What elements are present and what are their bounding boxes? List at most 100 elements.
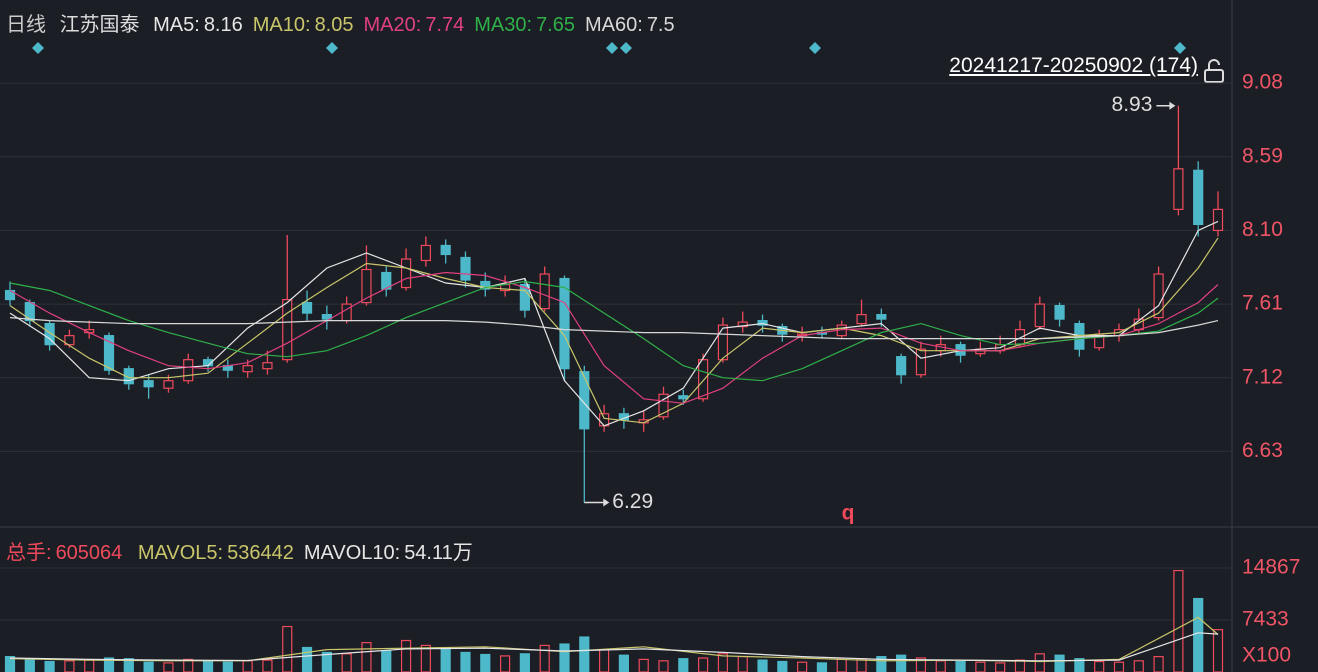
y-tick-label: 7.12	[1242, 365, 1283, 388]
volume-bar	[242, 660, 253, 672]
legend-value: 8.16	[203, 14, 243, 36]
volume-bar	[480, 653, 491, 672]
volume-bar	[995, 662, 1006, 672]
legend-name: MA10:	[252, 14, 311, 36]
legend-name: MA20:	[363, 14, 422, 36]
candle-body	[103, 335, 115, 371]
volume-bar	[1014, 659, 1026, 672]
candle-body	[123, 368, 134, 385]
volume-bar	[816, 662, 828, 672]
candle-body	[757, 320, 768, 326]
price-header: 日线 江苏国泰 MA5: 8.16 MA10: 8.05 MA20: 7.74 MA30: 7…	[6, 8, 685, 37]
volume-bar	[282, 625, 293, 672]
ma-line	[9, 632, 1219, 662]
volume-bar	[44, 660, 55, 672]
candle-body	[658, 393, 669, 418]
candle-body	[1034, 303, 1045, 328]
candle-body	[1212, 208, 1224, 232]
candle-body	[698, 359, 709, 400]
candle-body	[242, 365, 253, 373]
legend-value: 54.11万	[404, 542, 473, 564]
candle-body	[579, 371, 590, 430]
ma-line	[9, 237, 1219, 424]
candle-body	[321, 313, 332, 320]
volume-bar	[519, 653, 530, 672]
volume-bar	[1153, 656, 1164, 672]
y-tick-label: 9.08	[1242, 71, 1283, 94]
ma-line	[9, 220, 1219, 427]
volume-bar	[1034, 653, 1045, 672]
candle-body	[480, 280, 491, 290]
volume-bar	[143, 661, 154, 672]
volume-bar	[361, 642, 372, 672]
candle-body	[1054, 304, 1065, 320]
volume-bar	[757, 659, 768, 672]
volume-bar	[797, 661, 808, 672]
volume-bar	[896, 654, 907, 672]
volume-bar	[777, 660, 788, 672]
volume-bar	[400, 639, 412, 672]
candle-body	[678, 395, 689, 400]
high-label: 8.93	[1112, 93, 1153, 116]
legend-value: 7.74	[425, 14, 465, 36]
low-arrowhead	[603, 498, 610, 507]
volume-bar	[440, 649, 451, 672]
volume-bar	[1054, 654, 1065, 672]
candle-body	[262, 362, 273, 370]
volume-bar	[698, 657, 709, 672]
volume-value: 605064	[55, 542, 123, 564]
candle-body	[717, 324, 729, 361]
volume-bar	[1094, 660, 1105, 672]
volume-bar	[955, 660, 966, 672]
volume-bar	[559, 643, 570, 672]
candle-body	[282, 298, 293, 361]
y-tick-label: 7433	[1242, 608, 1289, 631]
high-arrowhead	[1169, 101, 1176, 110]
candle-body	[460, 256, 471, 281]
legend-value: 8.05	[314, 14, 354, 36]
candle-body	[143, 380, 154, 388]
volume-bar	[1212, 629, 1224, 672]
candle-body	[519, 283, 530, 311]
volume-bar	[381, 650, 392, 672]
candle-body	[1193, 169, 1204, 226]
volume-bar	[1173, 569, 1184, 672]
y-tick-label: 14867	[1242, 556, 1300, 579]
candle-body	[559, 277, 570, 370]
legend-name: MA60:	[585, 14, 643, 36]
volume-bar	[935, 660, 946, 672]
candle-body	[420, 244, 431, 262]
volume-bar	[341, 653, 352, 672]
volume-bar	[579, 636, 590, 672]
volume-bar	[202, 660, 214, 672]
volume-bar	[499, 655, 511, 672]
lock-icon[interactable]	[1204, 59, 1224, 83]
volume-bar	[539, 644, 550, 672]
volume-bar	[1133, 660, 1144, 672]
volume-bar	[163, 662, 174, 672]
volume-bar	[420, 644, 431, 672]
volume-bar	[1113, 661, 1125, 672]
candle-body	[915, 348, 927, 376]
candle-body	[856, 313, 867, 325]
candle-body	[341, 303, 352, 322]
candle-body	[44, 323, 55, 346]
legend-name: MAVOL5:	[137, 542, 224, 564]
candle-body	[440, 244, 451, 256]
range-label[interactable]: 20241217-20250902 (174)	[949, 54, 1198, 77]
candle-body	[1173, 168, 1184, 210]
volume-bar	[836, 658, 847, 672]
legend-name: MAVOL10:	[303, 542, 401, 564]
volume-bar	[222, 661, 233, 672]
volume-bar	[975, 661, 986, 672]
event-markers	[32, 42, 1186, 54]
candle-body	[183, 359, 194, 382]
candle-body	[1153, 273, 1164, 319]
volume-bar	[618, 654, 630, 672]
volume-bar	[64, 660, 75, 672]
volume-bar	[460, 651, 471, 672]
volume-header: 总手: 605064 MAVOL5: 536442 MAVOL10: 54.11万	[6, 536, 483, 565]
volume-bar	[598, 649, 610, 672]
volume-bar	[658, 660, 669, 672]
